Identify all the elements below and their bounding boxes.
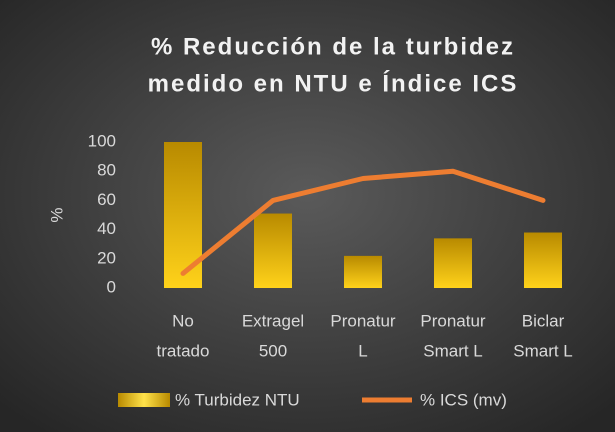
x-tick-label: Smart L bbox=[423, 341, 483, 360]
x-tick-label: tratado bbox=[157, 341, 210, 360]
x-tick-label: 500 bbox=[259, 341, 287, 360]
bar bbox=[164, 142, 202, 288]
x-tick-label: Extragel bbox=[242, 311, 304, 330]
x-tick-label: Pronatur bbox=[330, 311, 396, 330]
y-tick-label: 20 bbox=[97, 248, 116, 267]
bar bbox=[254, 213, 292, 288]
y-tick-label: 60 bbox=[97, 190, 116, 209]
x-tick-label: L bbox=[358, 341, 367, 360]
line bbox=[180, 168, 546, 276]
chart-title: % Reducción de la turbidez bbox=[151, 33, 515, 60]
bar bbox=[344, 255, 382, 288]
bar bbox=[524, 232, 562, 288]
bar bbox=[434, 238, 472, 288]
y-tick-label: 100 bbox=[88, 131, 116, 150]
chart-title: medido en NTU e Índice ICS bbox=[148, 69, 519, 97]
y-tick-label: 40 bbox=[97, 219, 116, 238]
y-tick-label: 0 bbox=[107, 277, 116, 296]
x-tick-label: Pronatur bbox=[420, 311, 486, 330]
x-tick-label: Smart L bbox=[513, 341, 573, 360]
legend-label: % ICS (mv) bbox=[420, 390, 507, 409]
legend-swatch bbox=[118, 393, 170, 407]
x-tick-label: Biclar bbox=[522, 311, 565, 330]
y-axis-label: % bbox=[47, 207, 66, 222]
legend-label: % Turbidez NTU bbox=[175, 390, 300, 409]
y-tick-label: 80 bbox=[97, 161, 116, 180]
x-tick-label: No bbox=[172, 311, 194, 330]
